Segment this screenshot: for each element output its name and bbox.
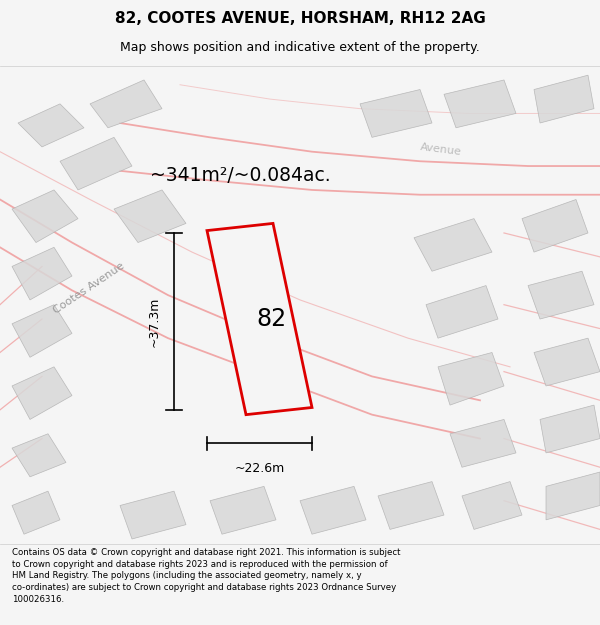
Polygon shape <box>534 75 594 123</box>
Polygon shape <box>462 482 522 529</box>
Polygon shape <box>12 190 78 242</box>
Polygon shape <box>210 486 276 534</box>
Text: ~22.6m: ~22.6m <box>235 461 284 474</box>
Text: Avenue: Avenue <box>420 142 462 157</box>
Polygon shape <box>528 271 594 319</box>
Polygon shape <box>378 482 444 529</box>
Polygon shape <box>114 190 186 242</box>
Polygon shape <box>12 434 66 477</box>
Text: 82: 82 <box>256 307 287 331</box>
Polygon shape <box>360 89 432 138</box>
Polygon shape <box>12 367 72 419</box>
Polygon shape <box>426 286 498 338</box>
Text: ~341m²/~0.084ac.: ~341m²/~0.084ac. <box>149 166 331 185</box>
Polygon shape <box>18 104 84 147</box>
Polygon shape <box>12 491 60 534</box>
Text: Map shows position and indicative extent of the property.: Map shows position and indicative extent… <box>120 41 480 54</box>
Polygon shape <box>450 419 516 468</box>
Polygon shape <box>12 248 72 300</box>
Polygon shape <box>546 472 600 520</box>
Polygon shape <box>522 199 588 252</box>
Text: 82, COOTES AVENUE, HORSHAM, RH12 2AG: 82, COOTES AVENUE, HORSHAM, RH12 2AG <box>115 11 485 26</box>
Polygon shape <box>120 491 186 539</box>
Text: Cootes Avenue: Cootes Avenue <box>52 261 126 316</box>
Polygon shape <box>90 80 162 128</box>
Text: Contains OS data © Crown copyright and database right 2021. This information is : Contains OS data © Crown copyright and d… <box>12 548 401 604</box>
Polygon shape <box>300 486 366 534</box>
Polygon shape <box>207 223 312 414</box>
Polygon shape <box>60 138 132 190</box>
Polygon shape <box>12 304 72 358</box>
Polygon shape <box>414 219 492 271</box>
Polygon shape <box>534 338 600 386</box>
Polygon shape <box>438 352 504 405</box>
Polygon shape <box>444 80 516 128</box>
Text: ~37.3m: ~37.3m <box>148 296 161 347</box>
Polygon shape <box>540 405 600 453</box>
